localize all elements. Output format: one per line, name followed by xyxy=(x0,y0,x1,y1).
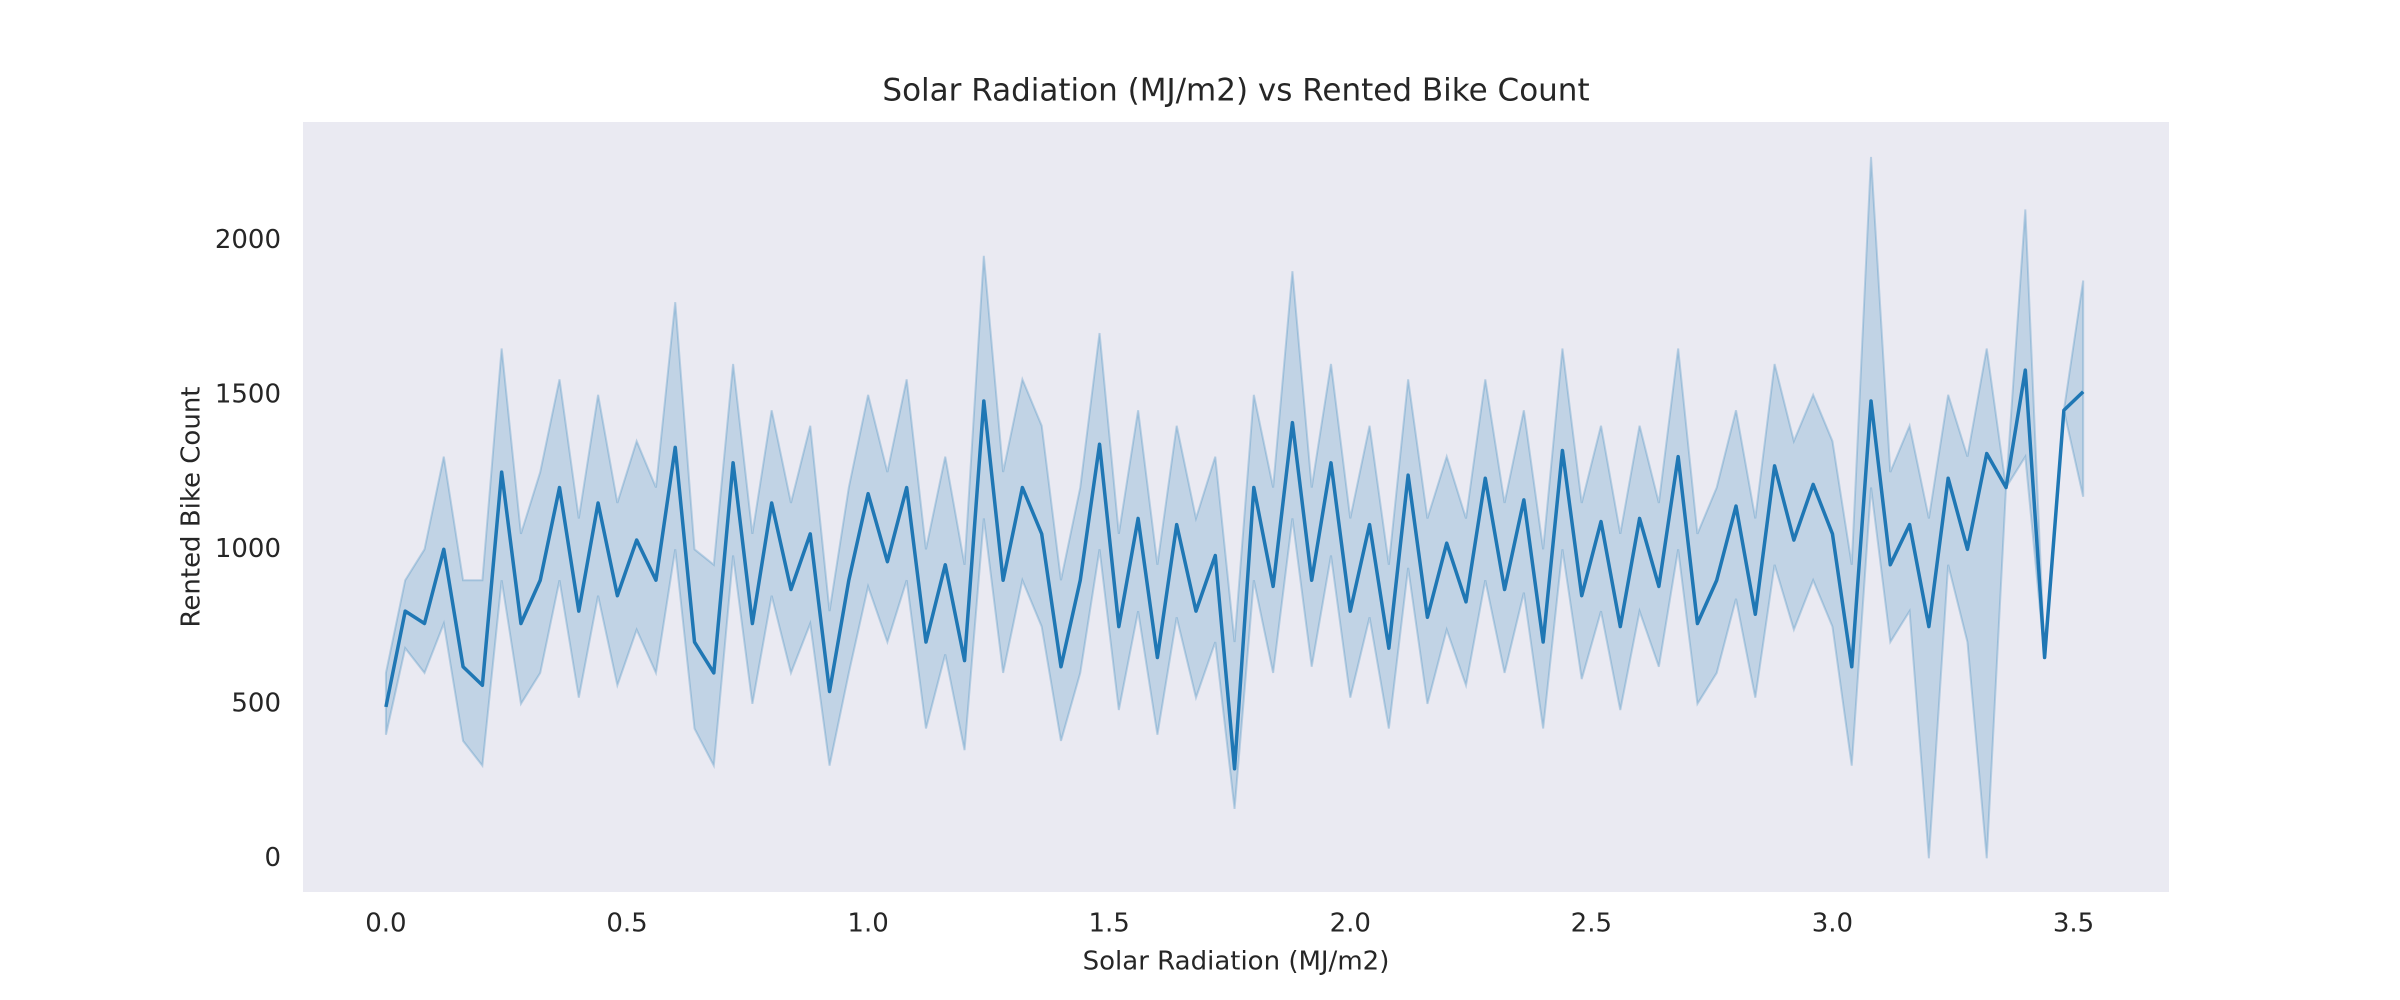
y-tick-label: 500 xyxy=(231,688,281,718)
y-tick-label: 1500 xyxy=(215,379,281,409)
x-tick-label: 3.0 xyxy=(1812,909,1853,939)
x-axis-label: Solar Radiation (MJ/m2) xyxy=(1083,947,1390,977)
x-tick-label: 0.0 xyxy=(365,909,406,939)
chart-title: Solar Radiation (MJ/m2) vs Rented Bike C… xyxy=(882,73,1589,109)
confidence-band xyxy=(384,156,2085,859)
x-tick-label: 1.0 xyxy=(847,909,888,939)
y-tick-label: 0 xyxy=(264,843,281,873)
x-tick-label: 2.5 xyxy=(1571,909,1612,939)
x-tick-label: 1.5 xyxy=(1089,909,1130,939)
line xyxy=(384,368,2085,771)
y-axis-label: Rented Bike Count xyxy=(177,387,207,628)
y-tick-label: 1000 xyxy=(215,534,281,564)
x-tick-label: 3.5 xyxy=(2053,909,2094,939)
y-tick-label: 2000 xyxy=(215,225,281,255)
x-tick-label: 0.5 xyxy=(606,909,647,939)
x-tick-label: 2.0 xyxy=(1330,909,1371,939)
